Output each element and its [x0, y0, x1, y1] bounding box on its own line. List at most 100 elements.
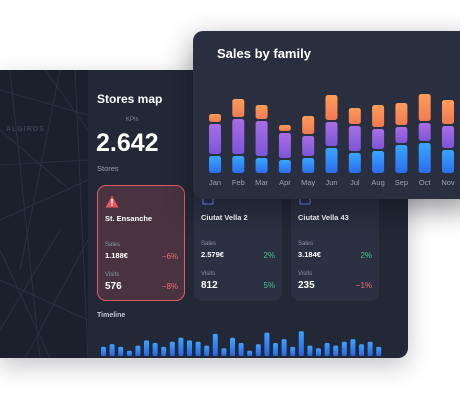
timeline-bar[interactable] — [195, 341, 201, 356]
bar-nov-series-2[interactable] — [442, 126, 454, 148]
bar-jun-series-2[interactable] — [325, 122, 338, 146]
sales-value: 1.188€ — [105, 251, 128, 260]
timeline-bar[interactable] — [359, 344, 364, 356]
bar-may-series-1[interactable] — [302, 158, 315, 173]
x-tick-label: Nov — [441, 178, 455, 187]
timeline-label: Timeline — [97, 312, 126, 319]
store-card-st-ensanche[interactable]: St. Ensanche Sales 1.188€ −6% Visits 576… — [97, 185, 185, 301]
timeline-bar[interactable] — [290, 346, 296, 356]
timeline-bar[interactable] — [247, 350, 253, 356]
bar-aug-series-3[interactable] — [372, 105, 385, 127]
timeline-bar[interactable] — [238, 343, 244, 356]
timeline-bar[interactable] — [316, 348, 321, 356]
timeline-bar[interactable] — [221, 348, 227, 356]
bar-aug-series-2[interactable] — [372, 129, 385, 149]
visits-change: −1% — [355, 281, 372, 290]
visits-label: Visits — [105, 272, 120, 278]
sales-by-family-chart[interactable]: Jan Feb Mar Apr May Jun Jul Aug Sep Oct Nov — [193, 31, 460, 199]
bar-sep-series-2[interactable] — [395, 127, 408, 143]
x-tick-label: Oct — [419, 178, 432, 187]
timeline-bar[interactable] — [333, 345, 339, 356]
bar-jan-series-3[interactable] — [209, 114, 221, 122]
sales-by-family-panel: Sales by family Jan Feb Mar Apr May Jun Jul Aug… — [193, 31, 460, 199]
store-card-ciutat-vella-43[interactable]: Ciutat Vella 43 Sales 3.184€ 2% Visits 2… — [291, 185, 379, 301]
timeline-bar[interactable] — [324, 343, 330, 356]
map-watermark: ALGIROS — [6, 126, 45, 133]
bar-jul-series-2[interactable] — [348, 126, 361, 151]
timeline-bar[interactable] — [273, 343, 278, 356]
timeline-bar[interactable] — [255, 344, 261, 356]
timeline-bar[interactable] — [204, 345, 210, 356]
timeline-bar[interactable] — [169, 341, 175, 356]
bar-feb-series-1[interactable] — [232, 156, 245, 173]
timeline-bar[interactable] — [178, 337, 184, 356]
visits-label: Visits — [298, 271, 313, 277]
visits-value: 576 — [105, 281, 122, 292]
bar-mar-series-2[interactable] — [255, 121, 268, 156]
timeline-bar[interactable] — [126, 350, 132, 356]
x-tick-label: Jun — [325, 178, 337, 187]
bar-sep-series-1[interactable] — [395, 145, 408, 173]
map-streets — [0, 70, 88, 358]
bar-jan-series-1[interactable] — [209, 156, 221, 173]
visits-label: Visits — [201, 271, 216, 277]
bar-may-series-2[interactable] — [302, 136, 315, 156]
stores-map-title: Stores map — [97, 92, 163, 106]
x-tick-label: Jul — [350, 178, 360, 187]
timeline-bar[interactable] — [264, 332, 270, 356]
timeline-bar[interactable] — [281, 339, 287, 356]
map-view[interactable]: ALGIROS — [0, 70, 88, 358]
timeline-bar[interactable] — [376, 346, 382, 356]
bar-apr-series-1[interactable] — [278, 160, 291, 173]
bar-jun-series-3[interactable] — [325, 95, 338, 120]
bar-may-series-3[interactable] — [302, 116, 315, 134]
bar-mar-series-1[interactable] — [255, 158, 268, 173]
timeline-bar[interactable] — [187, 340, 192, 356]
bar-feb-series-2[interactable] — [232, 119, 245, 154]
bar-sep-series-3[interactable] — [395, 103, 408, 125]
bar-jul-series-3[interactable] — [348, 108, 361, 124]
visits-value: 235 — [298, 280, 315, 291]
bar-nov-series-1[interactable] — [442, 150, 454, 173]
timeline-bar[interactable] — [212, 333, 218, 356]
visits-change: −8% — [161, 282, 178, 291]
timeline-bar[interactable] — [101, 346, 106, 356]
timeline-bar[interactable] — [109, 344, 115, 356]
kpi-label: Stores — [97, 164, 119, 173]
x-tick-label: Mar — [255, 178, 268, 187]
timeline-bar[interactable] — [298, 331, 304, 356]
sales-value: 2.579€ — [201, 250, 224, 259]
x-tick-label: Apr — [279, 178, 291, 187]
timeline-chart[interactable] — [96, 326, 396, 358]
sales-value: 3.184€ — [298, 250, 321, 259]
timeline-bar[interactable] — [161, 346, 167, 356]
sales-change: −6% — [161, 252, 178, 261]
bar-jun-series-1[interactable] — [325, 148, 338, 173]
x-tick-label: Jan — [209, 178, 221, 187]
x-tick-label: Aug — [371, 178, 384, 187]
timeline-bar[interactable] — [341, 341, 347, 356]
bar-apr-series-3[interactable] — [278, 125, 291, 131]
bar-oct-series-2[interactable] — [418, 123, 431, 141]
bar-feb-series-3[interactable] — [232, 99, 245, 117]
bar-mar-series-3[interactable] — [255, 105, 268, 119]
timeline-bar[interactable] — [152, 343, 158, 356]
bar-jul-series-1[interactable] — [348, 153, 361, 173]
timeline-bar[interactable] — [367, 341, 373, 356]
timeline-bar[interactable] — [135, 345, 141, 356]
timeline-bar[interactable] — [144, 340, 149, 356]
warning-triangle-icon — [105, 195, 119, 208]
bar-oct-series-3[interactable] — [418, 94, 431, 121]
bar-jan-series-2[interactable] — [209, 124, 221, 154]
bar-apr-series-2[interactable] — [278, 133, 291, 158]
timeline-bar[interactable] — [350, 339, 356, 356]
timeline-bar[interactable] — [307, 345, 313, 356]
bar-nov-series-3[interactable] — [442, 100, 454, 124]
timeline-bar[interactable] — [230, 337, 235, 356]
bar-oct-series-1[interactable] — [418, 143, 431, 173]
timeline-bar[interactable] — [118, 346, 124, 356]
bar-aug-series-1[interactable] — [372, 151, 385, 173]
store-name: Ciutat Vella 43 — [298, 213, 349, 222]
sales-label: Sales — [298, 241, 314, 247]
store-card-ciutat-vella-2[interactable]: Ciutat Vella 2 Sales 2.579€ 2% Visits 81… — [194, 185, 282, 301]
